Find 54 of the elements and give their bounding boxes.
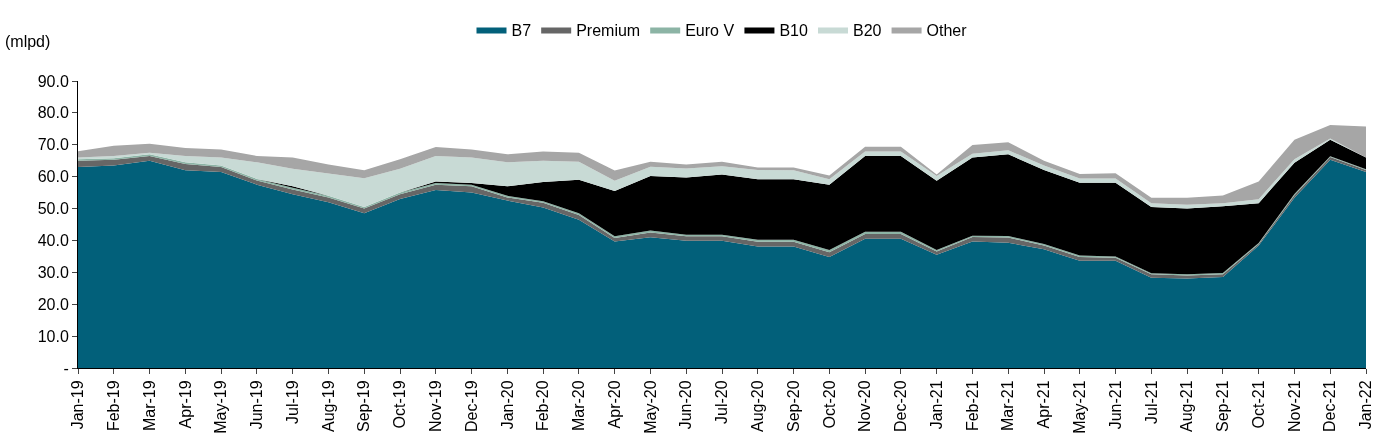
y-tick-label: 50.0: [37, 200, 69, 218]
y-axis-title: (mlpd): [5, 33, 51, 50]
x-tick-label: Aug-19: [319, 380, 337, 432]
x-tick-label: Jul-21: [1142, 380, 1160, 424]
x-tick-label: Apr-19: [176, 380, 194, 429]
x-tick-label: Dec-20: [892, 380, 910, 432]
x-tick-label: Feb-21: [963, 380, 981, 432]
x-tick-label: Jun-20: [677, 380, 695, 430]
x-tick-label: Sep-21: [1214, 380, 1232, 432]
x-tick-label: May-21: [1070, 380, 1088, 434]
x-tick-label: Apr-20: [605, 380, 623, 429]
y-tick-label: 40.0: [37, 232, 69, 250]
x-tick-label: Jun-19: [248, 380, 266, 430]
x-tick-label: Jan-20: [498, 380, 516, 430]
y-tick-label: 60.0: [37, 168, 69, 186]
y-tick-label: 70.0: [37, 136, 69, 154]
y-tick-label: 20.0: [37, 295, 69, 313]
x-tick-label: Dec-19: [462, 380, 480, 432]
legend-label: B10: [779, 21, 808, 39]
x-tick-label: Oct-21: [1249, 380, 1267, 429]
x-tick-label: Jun-21: [1106, 380, 1124, 430]
x-tick-label: Feb-20: [534, 380, 552, 432]
x-tick-label: Sep-19: [355, 380, 373, 432]
x-tick-label: Oct-20: [820, 380, 838, 429]
x-tick-label: Jan-21: [927, 380, 945, 430]
x-tick-label: Dec-21: [1321, 380, 1339, 432]
x-tick-label: Jan-22: [1357, 380, 1375, 430]
legend-label: Premium: [576, 21, 641, 39]
x-tick-label: Jan-19: [69, 380, 87, 430]
x-tick-label: May-20: [641, 380, 659, 434]
x-tick-label: Mar-21: [999, 380, 1017, 432]
x-tick-label: Nov-19: [426, 380, 444, 432]
x-tick-label: Aug-21: [1178, 380, 1196, 432]
y-tick-label: 10.0: [37, 327, 69, 345]
x-tick-label: Aug-20: [748, 380, 766, 432]
x-tick-label: Mar-20: [570, 380, 588, 432]
x-tick-label: Sep-20: [784, 380, 802, 432]
legend-label: B20: [853, 21, 882, 39]
x-tick-label: Jul-20: [713, 380, 731, 424]
x-tick-label: May-19: [212, 380, 230, 434]
legend-label: B7: [511, 21, 532, 39]
legend-label: Euro V: [685, 21, 735, 39]
x-tick-label: Mar-19: [140, 380, 158, 432]
y-tick-label: 90.0: [37, 72, 69, 90]
y-tick-label: 80.0: [37, 104, 69, 122]
x-tick-label: Jul-19: [283, 380, 301, 424]
y-tick-label: 30.0: [37, 263, 69, 281]
x-tick-label: Oct-19: [391, 380, 409, 429]
x-tick-label: Nov-20: [856, 380, 874, 432]
legend-label: Other: [926, 21, 968, 39]
x-tick-label: Nov-21: [1285, 380, 1303, 432]
x-tick-label: Feb-19: [104, 380, 122, 432]
x-tick-label: Apr-21: [1035, 380, 1053, 429]
y-tick-label: -: [63, 359, 69, 377]
